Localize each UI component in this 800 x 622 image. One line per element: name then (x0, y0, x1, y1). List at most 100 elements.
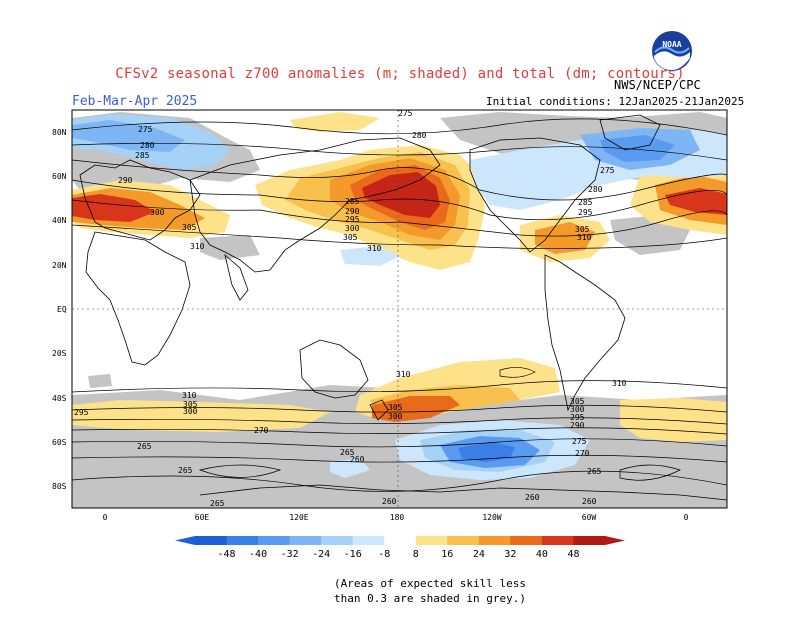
colorbar-tick-label: -16 (344, 549, 362, 560)
contour-label-280: 280 (412, 131, 427, 140)
contour-label-300: 300 (345, 224, 360, 233)
contour-label-285: 285 (135, 151, 150, 160)
colorbar-segment (478, 536, 511, 545)
contour-label-310c: 310 (577, 233, 592, 242)
colorbar-segment (510, 536, 543, 545)
colorbar-tick-labels: -48 -40 -32 -24 -16 -8 8 16 24 32 40 48 (218, 549, 580, 560)
lat-label-80s: 80S (52, 482, 67, 491)
colorbar-tick-label: -48 (218, 549, 236, 560)
contour-label-305f: 305 (570, 397, 585, 406)
contour-label-300f: 300 (570, 405, 585, 414)
map-gridlines (72, 110, 727, 508)
contour-label-260d: 260 (582, 497, 597, 506)
contour-label-305e: 305 (388, 403, 403, 412)
skill-note: (Areas of expected skill less than 0.3 a… (300, 576, 560, 606)
contour-label-295d: 295 (74, 408, 89, 417)
contour-label-300b: 300 (150, 208, 165, 217)
contour-label-305c: 305 (575, 225, 590, 234)
colorbar-segment (258, 536, 291, 545)
initial-conditions: Initial conditions: 12Jan2025-21Jan2025 (486, 95, 745, 108)
lon-label-120w: 120W (482, 513, 501, 522)
contour-label-290b: 290 (345, 207, 360, 216)
contour-label-295: 295 (345, 215, 360, 224)
forecast-period: Feb-Mar-Apr 2025 (72, 94, 198, 109)
colorbar-tick-label: 48 (567, 549, 579, 560)
map-frame (71, 109, 728, 509)
colorbar-arrow-right (605, 536, 625, 545)
colorbar-segment (352, 536, 385, 545)
colorbar-arrow-left (175, 536, 195, 545)
colorbar-tick-label: 8 (413, 549, 419, 560)
lon-axis-labels: 0 60E 120E 180 120W 60W 0 (103, 513, 689, 522)
colorbar-tick-label: 40 (536, 549, 548, 560)
lat-label-60n: 60N (52, 172, 67, 181)
noaa-logo: NOAA (651, 30, 693, 72)
contour-label-305d: 305 (183, 400, 198, 409)
noaa-logo-text: NOAA (662, 40, 681, 49)
contour-label-300d: 300 (183, 407, 198, 416)
negative-anomalies (72, 114, 727, 480)
lat-label-20s: 20S (52, 349, 67, 358)
contour-label-275c: 275 (600, 166, 615, 175)
contour-label-260b: 260 (382, 497, 397, 506)
skill-note-line1: (Areas of expected skill less (333, 577, 527, 590)
lat-label-40n: 40N (52, 216, 67, 225)
colorbar-segment (384, 536, 417, 545)
contour-label-305: 305 (343, 233, 358, 242)
contour-label-265d: 265 (210, 499, 225, 508)
chart-title: CFSv2 seasonal z700 anomalies (m; shaded… (115, 66, 685, 82)
lat-axis-labels: 80N 60N 40N 20N EQ 20S 40S 60S 80S (52, 128, 67, 491)
colorbar-segment (226, 536, 259, 545)
colorbar-segment (415, 536, 448, 545)
contour-label-310: 310 (190, 242, 205, 251)
contour-label-280b: 280 (140, 141, 155, 150)
lon-label-120e: 120E (289, 513, 308, 522)
colorbar-tick-label: 32 (504, 549, 516, 560)
contour-label-260: 260 (350, 455, 365, 464)
colorbar-segment (573, 536, 606, 545)
contour-label-270: 270 (254, 426, 269, 435)
lon-label-60w: 60W (582, 513, 597, 522)
contour-label-275f: 275 (572, 437, 587, 446)
lon-label-180: 180 (390, 513, 405, 522)
lon-label-60e: 60E (195, 513, 210, 522)
contour-label-265f: 265 (587, 467, 602, 476)
contour-label-275: 275 (138, 125, 153, 134)
lat-label-60s: 60S (52, 438, 67, 447)
colorbar-segment (195, 536, 228, 545)
colorbar-tick-label: 24 (473, 549, 485, 560)
colorbar (175, 536, 625, 545)
contour-label-310f: 310 (182, 391, 197, 400)
contour-label-270f: 270 (575, 449, 590, 458)
lat-label-20n: 20N (52, 261, 67, 270)
contour-label-310d: 310 (396, 370, 411, 379)
colorbar-segment (541, 536, 574, 545)
colorbar-tick-label: -32 (281, 549, 299, 560)
skill-note-line2: than 0.3 are shaded in grey.) (333, 592, 527, 605)
colorbar-segment (321, 536, 354, 545)
colorbar-tick-label: 16 (441, 549, 453, 560)
colorbar-segment (447, 536, 480, 545)
coastlines (79, 114, 727, 501)
contour-label-280c: 280 (588, 185, 603, 194)
contour-label-295f: 295 (570, 413, 585, 422)
lon-label-0: 0 (103, 513, 108, 522)
colorbar-tick-label: -8 (378, 549, 390, 560)
contour-label-285b: 285 (345, 197, 360, 206)
contour-label-310e: 310 (612, 379, 627, 388)
contour-label-305b: 305 (182, 223, 197, 232)
colorbar-tick-label: -40 (249, 549, 267, 560)
contour-label-300e: 300 (388, 412, 403, 421)
lon-label-0-right: 0 (684, 513, 689, 522)
lat-label-40s: 40S (52, 394, 67, 403)
contour-label-265: 265 (137, 442, 152, 451)
contour-label-285c: 285 (578, 198, 593, 207)
contour-label-310b: 310 (367, 244, 382, 253)
height-contours (72, 118, 727, 492)
contour-label-265c: 265 (340, 448, 355, 457)
lat-label-80n: 80N (52, 128, 67, 137)
colorbar-segment (289, 536, 322, 545)
contour-label-265b: 265 (178, 466, 193, 475)
